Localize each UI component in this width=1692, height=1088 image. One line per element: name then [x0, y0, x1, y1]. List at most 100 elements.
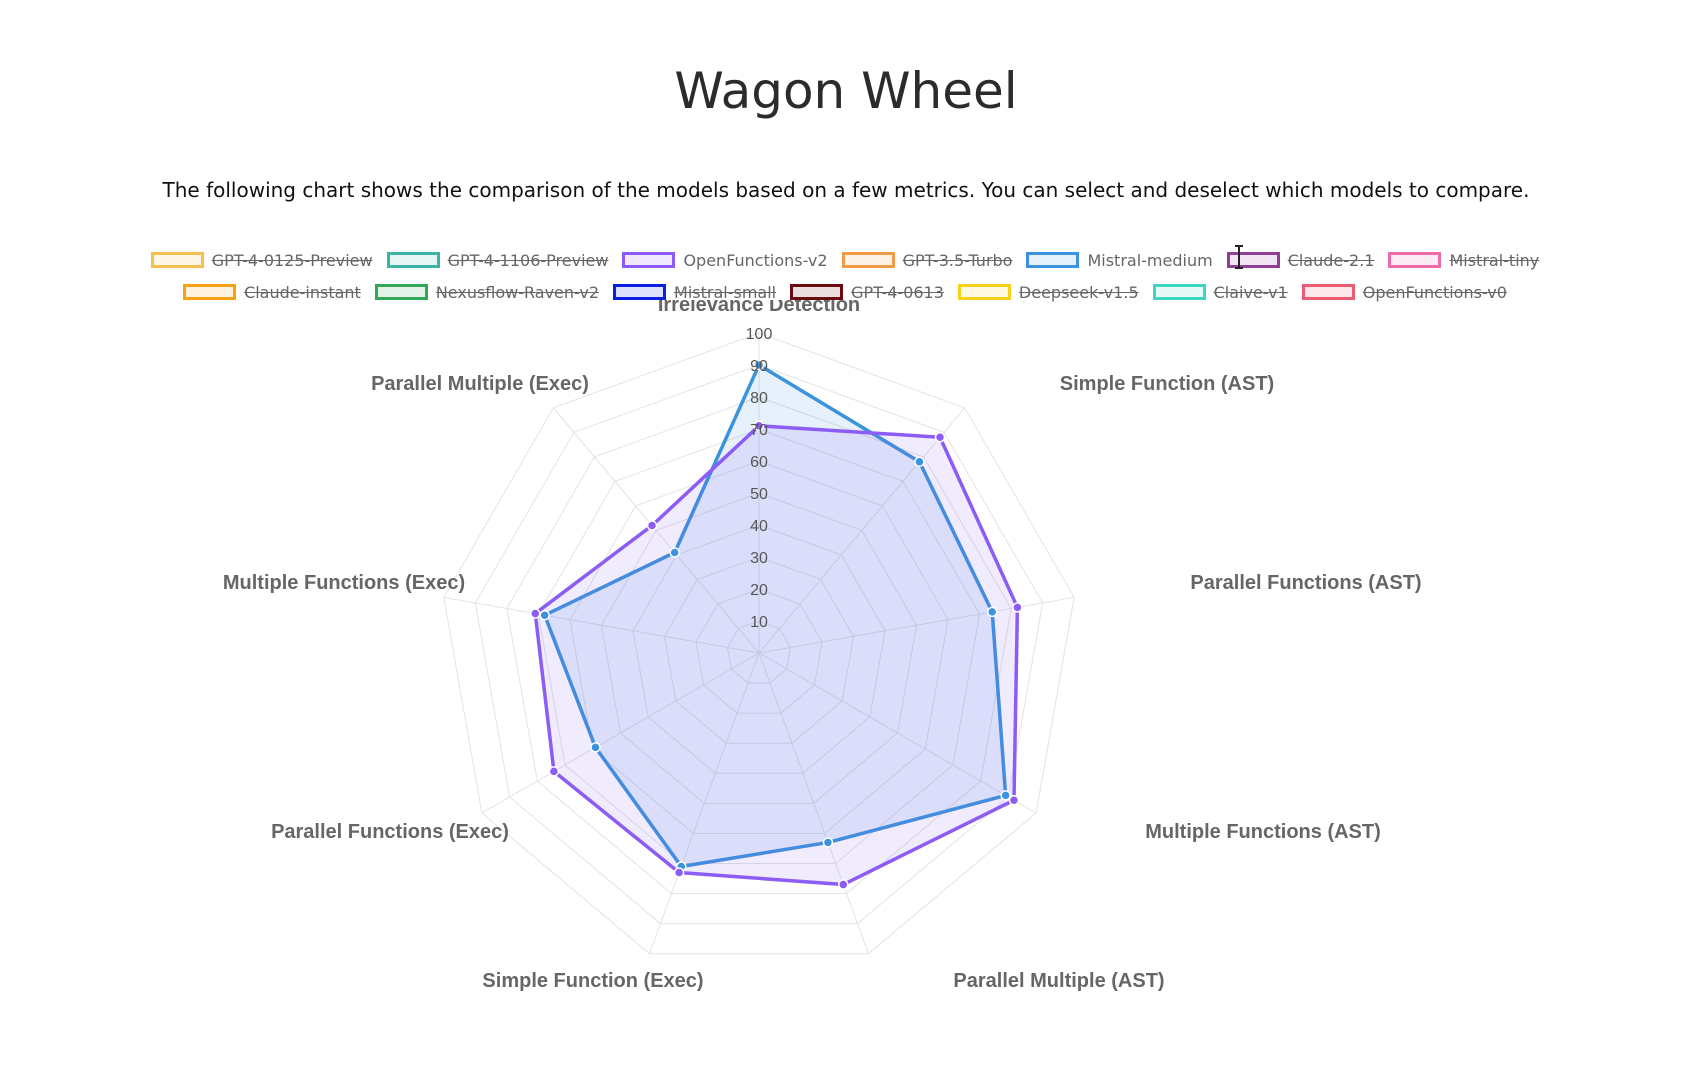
grid-spoke	[443, 596, 760, 654]
point-mistral-medium[interactable]	[822, 837, 834, 848]
legend-label: OpenFunctions-v2	[683, 250, 828, 270]
legend-item-claude-instant[interactable]: Claude-instant	[183, 283, 361, 302]
grid-ring	[443, 332, 1075, 955]
legend-label: Deepseek-v1.5	[1018, 282, 1139, 302]
tick-label: 80	[750, 390, 768, 407]
legend-swatch	[613, 284, 667, 300]
legend-swatch	[1026, 252, 1080, 268]
tick-label: 100	[746, 326, 773, 343]
series-mistral-medium	[542, 363, 1008, 869]
legend-item-deepseek-v1-5[interactable]: Deepseek-v1.5	[957, 282, 1139, 302]
point-mistral-medium[interactable]	[1000, 790, 1011, 801]
chart-legend: GPT-4-0125-Preview GPT-4-1106-Preview Open…	[110, 244, 1580, 308]
radar-tick-labels: 10 20 30 40 50 60 70 80 90 100	[746, 326, 773, 631]
legend-row: GPT-4-0125-Preview GPT-4-1106-Preview Open…	[110, 244, 1580, 276]
series-openfunctions-v2	[533, 424, 1020, 887]
point-mistral-medium[interactable]	[753, 359, 765, 371]
legend-label: GPT-4-0125-Preview	[211, 250, 373, 270]
tick-label: 40	[750, 518, 768, 535]
axis-label: Parallel Functions (AST)	[1190, 572, 1421, 594]
legend-swatch	[150, 252, 204, 268]
legend-item-mistral-small[interactable]: Mistral-small	[613, 283, 776, 302]
legend-item-gpt-4-0125-preview[interactable]: GPT-4-0125-Preview	[150, 250, 373, 270]
point-mistral-medium[interactable]	[539, 609, 550, 621]
legend-swatch	[841, 252, 895, 268]
legend-swatch	[374, 284, 428, 300]
point-openfunctions-v2[interactable]	[646, 520, 658, 531]
grid-ring	[726, 620, 792, 684]
text-cursor-icon	[1235, 245, 1243, 269]
legend-label: Nexusflow-Raven-v2	[435, 282, 600, 302]
legend-label: GPT-4-0613	[851, 282, 944, 302]
point-openfunctions-v2[interactable]	[530, 608, 541, 619]
radar-chart: 10 20 30 40 50 60 70 80 90 100 Irrelevance Detect…	[223, 300, 1422, 992]
grid-ring	[474, 364, 1044, 925]
grid-spoke	[649, 652, 760, 954]
grid-spoke	[758, 652, 1037, 814]
axis-label: Multiple Functions (AST)	[1145, 821, 1381, 843]
legend-item-mistral-tiny[interactable]: Mistral-tiny	[1388, 251, 1539, 270]
radar-series	[530, 359, 1023, 890]
axis-label: Parallel Multiple (AST)	[953, 970, 1164, 992]
legend-label: Mistral-small	[674, 282, 777, 302]
point-mistral-medium[interactable]	[986, 606, 998, 618]
legend-label: Claude-instant	[244, 282, 361, 302]
legend-label: GPT-4-1106-Preview	[447, 250, 609, 270]
grid-ring	[663, 556, 855, 744]
grid-spoke	[552, 407, 760, 654]
tick-label: 20	[750, 582, 768, 599]
tick-label: 70	[750, 422, 768, 439]
legend-item-openfunctions-v0[interactable]: OpenFunctions-v0	[1301, 282, 1507, 302]
legend-swatch	[957, 284, 1011, 300]
tick-label: 60	[750, 454, 768, 471]
grid-ring	[600, 492, 918, 804]
legend-label: Mistral-medium	[1087, 250, 1213, 270]
legend-label: Claive-v1	[1213, 282, 1288, 302]
point-openfunctions-v2[interactable]	[753, 420, 765, 432]
point-openfunctions-v2[interactable]	[673, 867, 685, 878]
radar-grid	[443, 332, 1075, 955]
legend-swatch	[183, 284, 237, 300]
page-description: The following chart shows the comparison…	[162, 178, 1530, 202]
point-mistral-medium[interactable]	[914, 456, 925, 468]
legend-item-gpt-4-1106-preview[interactable]: GPT-4-1106-Preview	[386, 250, 609, 270]
legend-item-gpt-4-0613[interactable]: GPT-4-0613	[790, 283, 944, 302]
legend-item-claude-2-1[interactable]: Claude-2.1	[1226, 250, 1375, 270]
legend-item-mistral-medium[interactable]: Mistral-medium	[1026, 250, 1213, 270]
axis-label: Simple Function (Exec)	[482, 970, 703, 992]
legend-swatch	[386, 252, 440, 268]
legend-item-gpt-3-5-turbo[interactable]: GPT-3.5-Turbo	[841, 251, 1012, 270]
grid-spoke	[758, 407, 966, 654]
legend-row: Claude-instant Nexusflow-Raven-v2 Mistral-…	[110, 276, 1580, 308]
tick-label: 50	[750, 486, 768, 503]
point-openfunctions-v2[interactable]	[838, 879, 849, 890]
legend-swatch	[1301, 284, 1355, 300]
tick-label: 30	[750, 550, 768, 567]
grid-ring	[537, 428, 981, 864]
point-mistral-medium[interactable]	[669, 547, 680, 558]
legend-swatch	[1152, 284, 1206, 300]
axis-label: Parallel Multiple (Exec)	[371, 373, 589, 395]
legend-swatch	[622, 252, 676, 268]
grid-ring	[695, 588, 823, 714]
legend-item-claive-v1[interactable]: Claive-v1	[1152, 282, 1288, 302]
legend-item-nexusflow-raven-v2[interactable]: Nexusflow-Raven-v2	[374, 282, 600, 302]
axis-label: Multiple Functions (Exec)	[223, 572, 465, 594]
tick-label: 10	[750, 614, 768, 631]
grid-spoke	[758, 652, 869, 954]
page-title: Wagon Wheel	[674, 62, 1018, 120]
axis-label: Parallel Functions (Exec)	[271, 821, 509, 843]
axis-label: Irrelevance Detection	[658, 300, 860, 316]
legend-swatch	[790, 284, 844, 300]
point-mistral-medium[interactable]	[590, 742, 601, 753]
legend-swatch	[1388, 252, 1442, 268]
point-openfunctions-v2[interactable]	[548, 766, 560, 777]
point-openfunctions-v2[interactable]	[934, 432, 946, 443]
point-openfunctions-v2[interactable]	[1012, 602, 1023, 613]
tick-label: 90	[750, 358, 768, 375]
legend-label: Claude-2.1	[1287, 250, 1375, 270]
legend-item-openfunctions-v2[interactable]: OpenFunctions-v2	[622, 250, 828, 270]
axis-label: Simple Function (AST)	[1060, 373, 1274, 395]
point-openfunctions-v2[interactable]	[1008, 794, 1020, 806]
legend-label: OpenFunctions-v0	[1362, 282, 1507, 302]
